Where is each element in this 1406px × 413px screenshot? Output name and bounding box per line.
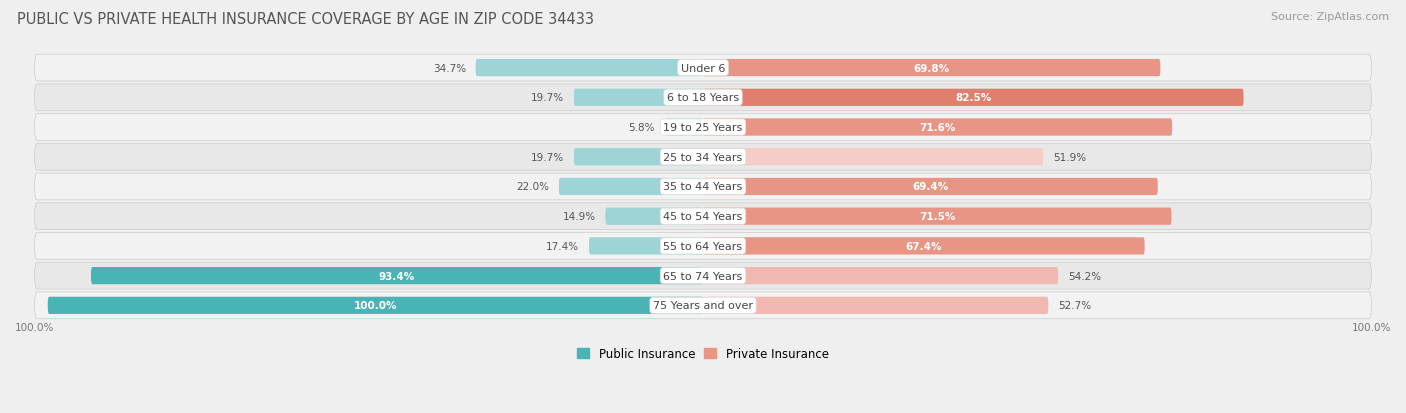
FancyBboxPatch shape — [703, 297, 1049, 314]
Text: 51.9%: 51.9% — [1053, 152, 1085, 162]
Text: 25 to 34 Years: 25 to 34 Years — [664, 152, 742, 162]
Text: 52.7%: 52.7% — [1059, 301, 1091, 311]
Text: 17.4%: 17.4% — [546, 241, 579, 251]
FancyBboxPatch shape — [574, 90, 703, 107]
Text: 19.7%: 19.7% — [531, 93, 564, 103]
Text: Under 6: Under 6 — [681, 64, 725, 74]
FancyBboxPatch shape — [703, 208, 1171, 225]
Text: 19.7%: 19.7% — [531, 152, 564, 162]
Text: 45 to 54 Years: 45 to 54 Years — [664, 212, 742, 222]
FancyBboxPatch shape — [703, 90, 1243, 107]
FancyBboxPatch shape — [35, 292, 1371, 319]
Text: 75 Years and over: 75 Years and over — [652, 301, 754, 311]
FancyBboxPatch shape — [703, 60, 1160, 77]
FancyBboxPatch shape — [589, 238, 703, 255]
FancyBboxPatch shape — [35, 174, 1371, 200]
FancyBboxPatch shape — [703, 267, 1059, 285]
Text: Source: ZipAtlas.com: Source: ZipAtlas.com — [1271, 12, 1389, 22]
Text: 22.0%: 22.0% — [516, 182, 548, 192]
Text: 54.2%: 54.2% — [1069, 271, 1101, 281]
FancyBboxPatch shape — [558, 178, 703, 196]
Text: 93.4%: 93.4% — [378, 271, 415, 281]
FancyBboxPatch shape — [35, 114, 1371, 141]
Text: 69.8%: 69.8% — [914, 64, 949, 74]
Text: 100.0%: 100.0% — [354, 301, 396, 311]
Text: 14.9%: 14.9% — [562, 212, 596, 222]
FancyBboxPatch shape — [665, 119, 703, 136]
Text: 55 to 64 Years: 55 to 64 Years — [664, 241, 742, 251]
Text: 100.0%: 100.0% — [15, 322, 55, 332]
FancyBboxPatch shape — [48, 297, 703, 314]
Text: 71.6%: 71.6% — [920, 123, 956, 133]
FancyBboxPatch shape — [35, 263, 1371, 289]
Text: 69.4%: 69.4% — [912, 182, 949, 192]
Text: 19 to 25 Years: 19 to 25 Years — [664, 123, 742, 133]
FancyBboxPatch shape — [703, 178, 1157, 196]
FancyBboxPatch shape — [574, 149, 703, 166]
FancyBboxPatch shape — [91, 267, 703, 285]
Text: 5.8%: 5.8% — [628, 123, 655, 133]
Text: PUBLIC VS PRIVATE HEALTH INSURANCE COVERAGE BY AGE IN ZIP CODE 34433: PUBLIC VS PRIVATE HEALTH INSURANCE COVER… — [17, 12, 593, 27]
Legend: Public Insurance, Private Insurance: Public Insurance, Private Insurance — [572, 342, 834, 365]
FancyBboxPatch shape — [35, 85, 1371, 112]
Text: 34.7%: 34.7% — [433, 64, 465, 74]
Text: 65 to 74 Years: 65 to 74 Years — [664, 271, 742, 281]
FancyBboxPatch shape — [35, 233, 1371, 260]
Text: 100.0%: 100.0% — [1351, 322, 1391, 332]
FancyBboxPatch shape — [703, 119, 1173, 136]
FancyBboxPatch shape — [475, 60, 703, 77]
Text: 35 to 44 Years: 35 to 44 Years — [664, 182, 742, 192]
FancyBboxPatch shape — [35, 203, 1371, 230]
Text: 71.5%: 71.5% — [920, 212, 956, 222]
FancyBboxPatch shape — [606, 208, 703, 225]
FancyBboxPatch shape — [35, 55, 1371, 82]
Text: 6 to 18 Years: 6 to 18 Years — [666, 93, 740, 103]
FancyBboxPatch shape — [703, 149, 1043, 166]
FancyBboxPatch shape — [35, 144, 1371, 171]
Text: 82.5%: 82.5% — [955, 93, 991, 103]
FancyBboxPatch shape — [703, 238, 1144, 255]
Text: 67.4%: 67.4% — [905, 241, 942, 251]
